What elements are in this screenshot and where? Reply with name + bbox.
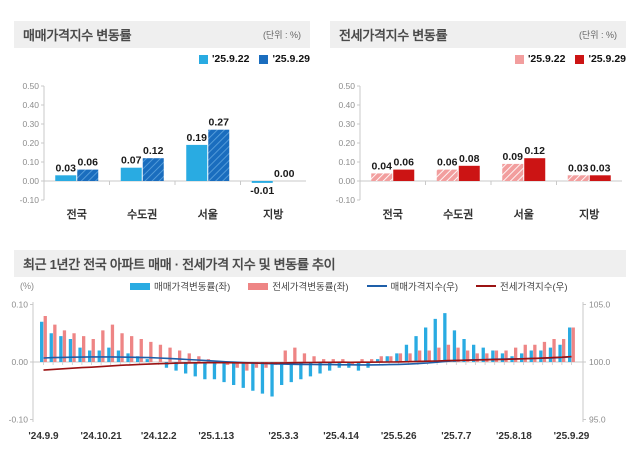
svg-text:0.30: 0.30 (22, 119, 39, 129)
svg-text:0.12: 0.12 (143, 145, 164, 157)
svg-text:0.50: 0.50 (338, 81, 355, 91)
svg-text:'24.12.2: '24.12.2 (141, 431, 177, 442)
jeonse-legend-label-prev: '25.9.22 (527, 53, 566, 65)
svg-text:100.0: 100.0 (589, 357, 611, 367)
svg-text:'24.9.9: '24.9.9 (28, 431, 59, 442)
svg-text:0.08: 0.08 (459, 153, 480, 165)
svg-text:'24.10.21: '24.10.21 (80, 431, 122, 442)
svg-text:0.03: 0.03 (590, 162, 611, 174)
trend-legend-item-jeonse-bar: 전세가격변동률(좌) (248, 279, 349, 293)
trend-panel-title: 최근 1년간 전국 아파트 매매 · 전세가격 지수 및 변동률 추이 (23, 257, 336, 272)
jeonse-legend-swatch-curr (575, 54, 585, 64)
svg-text:수도권: 수도권 (127, 208, 157, 221)
svg-text:전국: 전국 (67, 207, 87, 221)
jeonse-legend-item-prev: '25.9.22 (514, 53, 566, 65)
svg-text:-0.10: -0.10 (20, 195, 40, 205)
trend-combo-chart: 0.10 0.00 -0.10 105.0 100.0 95.0 '24.9.9 '24.10… (9, 300, 611, 443)
svg-text:0.09: 0.09 (503, 151, 524, 163)
svg-text:'25.3.3: '25.3.3 (268, 431, 299, 442)
svg-text:95.0: 95.0 (589, 415, 606, 425)
svg-text:-0.01: -0.01 (250, 185, 274, 197)
trend-legend-item-sale-bar: 매매가격변동률(좌) (130, 279, 230, 293)
sale-legend: '25.9.22 '25.9.29 (14, 53, 310, 65)
sale-legend-item-prev: '25.9.22 (198, 53, 250, 65)
svg-text:0.20: 0.20 (338, 138, 355, 148)
svg-text:0.06: 0.06 (78, 157, 99, 169)
svg-text:'25.9.29: '25.9.29 (554, 431, 590, 442)
trend-legend-swatch-jeonse-bar (248, 282, 269, 290)
svg-text:-0.10: -0.10 (9, 415, 29, 425)
trend-left-axis-unit: (%) (20, 281, 34, 291)
svg-text:-0.10: -0.10 (336, 195, 356, 205)
sale-panel-header: 매매가격지수 변동률 (단위 : %) (14, 21, 310, 48)
svg-text:전국: 전국 (383, 207, 403, 221)
svg-text:수도권: 수도권 (443, 208, 473, 221)
sale-legend-swatch-curr (259, 54, 269, 64)
trend-legend-item-sale-line: 매매가격지수(우) (366, 279, 459, 293)
svg-text:0.07: 0.07 (121, 155, 142, 167)
svg-text:'25.7.7: '25.7.7 (441, 431, 472, 442)
svg-text:0.03: 0.03 (56, 162, 77, 174)
trend-legend-label-sale-line: 매매가격지수(우) (390, 282, 459, 293)
trend-legend-item-jeonse-line: 전세가격지수(우) (476, 279, 568, 293)
sale-panel-unit-label: (단위 : %) (262, 30, 301, 40)
svg-text:'25.5.26: '25.5.26 (381, 431, 417, 442)
jeonse-bar-chart: 0.500.400.300.200.100.00-0.100.04 0.06전국0… (336, 81, 622, 221)
svg-text:지방: 지방 (263, 207, 283, 221)
sale-bar-chart: 0.50 0.40 0.30 0.20 0.10 0.00 -0.10 0.03 0.06 전국 0… (20, 81, 306, 221)
svg-text:0.00: 0.00 (22, 176, 39, 186)
jeonse-legend-swatch-prev (514, 54, 524, 64)
svg-text:0.19: 0.19 (187, 132, 208, 144)
jeonse-panel-title: 전세가격지수 변동률 (339, 28, 448, 43)
svg-text:0.12: 0.12 (525, 145, 546, 157)
trend-legend-swatch-sale-bar (130, 282, 150, 290)
trend-legend-label-sale-bar: 매매가격변동률(좌) (154, 282, 231, 293)
jeonse-legend: '25.9.22 '25.9.29 (330, 53, 626, 65)
svg-text:105.0: 105.0 (589, 300, 611, 310)
trend-legend: 매매가격변동률(좌) 전세가격변동률(좌) 매매가격지수(우) 전세가격지수(우… (130, 279, 568, 293)
jeonse-panel-header: 전세가격지수 변동률 (단위 : %) (330, 21, 626, 48)
sale-legend-swatch-prev (198, 54, 208, 64)
svg-text:0.30: 0.30 (338, 119, 355, 129)
jeonse-panel-unit-label: (단위 : %) (578, 30, 617, 40)
svg-text:0.00: 0.00 (11, 357, 28, 367)
sale-legend-label-curr: '25.9.29 (272, 53, 310, 65)
svg-text:서울: 서울 (514, 207, 534, 221)
svg-text:0.10: 0.10 (22, 157, 39, 167)
svg-text:지방: 지방 (579, 207, 599, 221)
svg-text:0.40: 0.40 (338, 100, 355, 110)
svg-text:0.03: 0.03 (568, 162, 589, 174)
sale-panel-title: 매매가격지수 변동률 (23, 28, 132, 43)
jeonse-legend-item-curr: '25.9.29 (575, 53, 626, 65)
trend-legend-swatch-jeonse-line (476, 285, 497, 287)
trend-legend-label-jeonse-line: 전세가격지수(우) (500, 282, 568, 293)
svg-text:0.00: 0.00 (338, 176, 355, 186)
svg-text:서울: 서울 (198, 207, 218, 221)
svg-text:0.20: 0.20 (22, 138, 39, 148)
jeonse-legend-label-curr: '25.9.29 (588, 53, 626, 65)
svg-text:0.50: 0.50 (22, 81, 39, 91)
trend-panel-header: 최근 1년간 전국 아파트 매매 · 전세가격 지수 및 변동률 추이 (14, 250, 626, 277)
svg-text:'25.4.14: '25.4.14 (323, 431, 359, 442)
svg-text:0.06: 0.06 (394, 157, 415, 169)
svg-text:'25.8.18: '25.8.18 (496, 431, 532, 442)
svg-text:0.04: 0.04 (372, 160, 393, 172)
svg-text:0.06: 0.06 (437, 157, 458, 169)
svg-text:0.10: 0.10 (11, 300, 28, 310)
svg-text:0.00: 0.00 (274, 168, 295, 180)
svg-text:0.27: 0.27 (209, 117, 230, 129)
sale-legend-item-curr: '25.9.29 (259, 53, 310, 65)
svg-text:'25.1.13: '25.1.13 (198, 431, 234, 442)
trend-legend-swatch-sale-line (366, 285, 387, 287)
svg-text:0.40: 0.40 (22, 100, 39, 110)
svg-text:0.10: 0.10 (338, 157, 355, 167)
sale-legend-label-prev: '25.9.22 (211, 53, 250, 65)
trend-legend-label-jeonse-bar: 전세가격변동률(좌) (272, 282, 349, 293)
